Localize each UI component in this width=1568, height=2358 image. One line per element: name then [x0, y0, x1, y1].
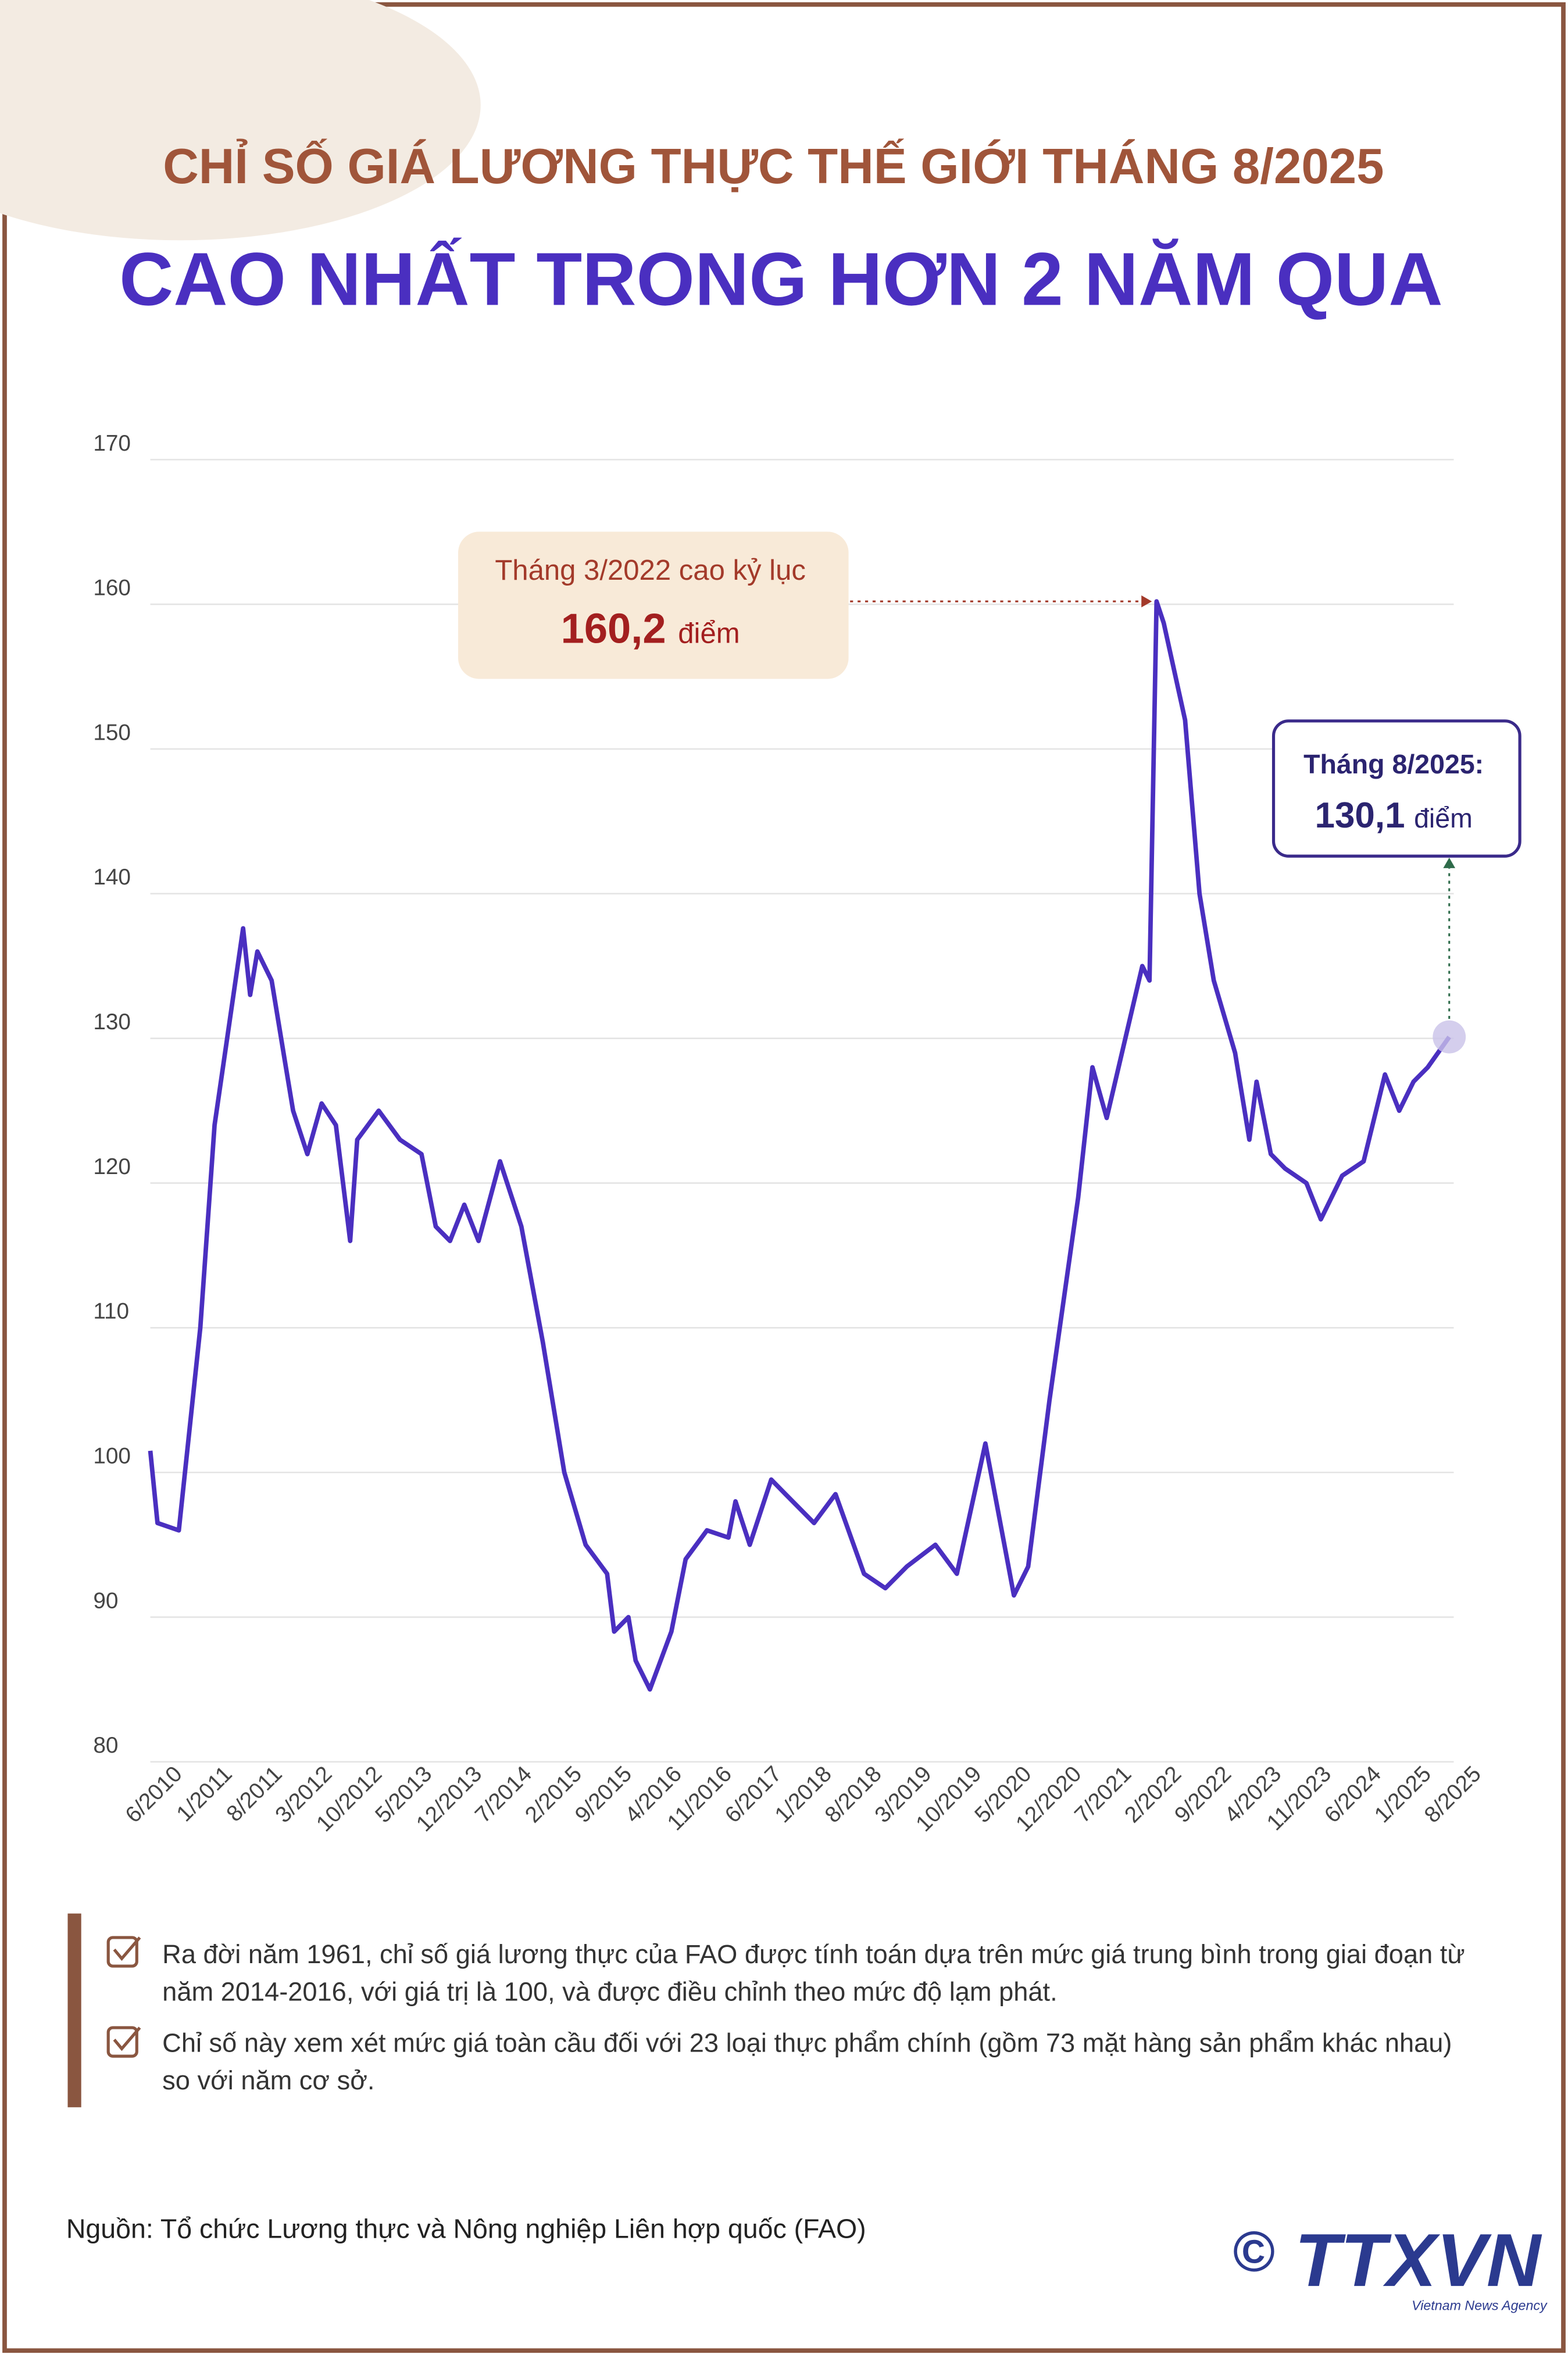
- title: CHỈ SỐ GIÁ LƯƠNG THỰC THẾ GIỚI THÁNG 8/2…: [163, 138, 1384, 194]
- logo-copyright: ©: [1233, 2219, 1275, 2283]
- y-tick-label: 160: [93, 576, 131, 601]
- callout-text: Tháng 8/2025:: [1303, 749, 1484, 779]
- y-tick-label: 140: [93, 865, 131, 890]
- y-tick-label: 90: [93, 1588, 118, 1613]
- callout-text: Tháng 3/2022 cao kỷ lục: [495, 555, 806, 586]
- callout-value: 130,1 điểm: [1315, 795, 1472, 836]
- logo-name: TTXVN: [1295, 2218, 1542, 2302]
- y-tick-label: 150: [93, 720, 131, 745]
- logo-tagline: Vietnam News Agency: [1412, 2298, 1548, 2313]
- y-tick-label: 120: [93, 1154, 131, 1179]
- subtitle: CAO NHẤT TRONG HƠN 2 NĂM QUA: [119, 237, 1443, 321]
- decoration: [0, 0, 481, 241]
- callout-box: [1271, 719, 1521, 858]
- callout-value-number: 130,1: [1315, 795, 1405, 836]
- source: Nguồn: Tổ chức Lương thực và Nông nghiệp…: [66, 2214, 866, 2244]
- note-text: Ra đời năm 1961, chỉ số giá lương thực c…: [162, 1939, 1465, 2007]
- note: Ra đời năm 1961, chỉ số giá lương thực c…: [162, 1939, 1465, 2007]
- y-tick-label: 170: [93, 431, 131, 456]
- arrow-head: [1443, 857, 1456, 868]
- line: [148, 599, 1451, 1692]
- arrow-head: [1141, 595, 1152, 608]
- note-text: Chỉ số này xem xét mức giá toàn cầu đối …: [162, 2027, 1452, 2096]
- y-tick-label: 100: [93, 1444, 131, 1469]
- callout-box: [458, 531, 849, 679]
- notes-bar: [67, 1913, 81, 2107]
- callout-unit: điểm: [678, 618, 740, 649]
- callout-unit: điểm: [1414, 803, 1473, 833]
- check-icon: [106, 1936, 141, 2058]
- y-tick-label: 80: [93, 1733, 118, 1758]
- end-point: [1433, 1020, 1466, 1054]
- y-tick-label: 110: [93, 1299, 129, 1324]
- y-tick-label: 130: [93, 1009, 131, 1034]
- note: Chỉ số này xem xét mức giá toàn cầu đối …: [162, 2027, 1452, 2096]
- callout-value: 160,2 điểm: [561, 605, 740, 652]
- callout-value-number: 160,2: [561, 605, 666, 652]
